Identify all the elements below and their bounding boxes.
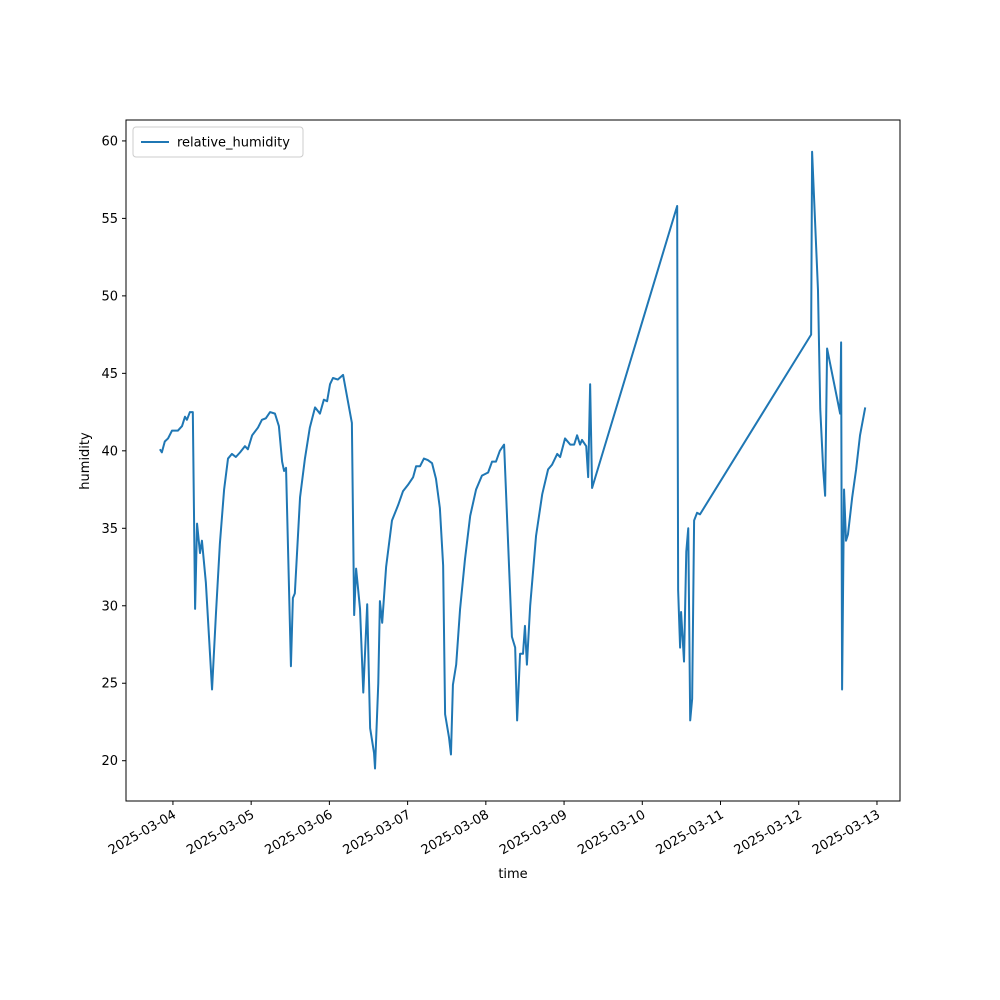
y-axis-label: humidity	[78, 432, 93, 490]
y-tick-label: 50	[101, 289, 118, 304]
y-tick-label: 30	[101, 599, 118, 614]
y-tick-label: 55	[101, 212, 118, 227]
x-tick-label: 2025-03-10	[575, 807, 648, 858]
data-line	[159, 150, 867, 770]
x-tick-label: 2025-03-12	[732, 807, 805, 858]
y-tick-label: 45	[101, 367, 118, 382]
x-axis-label: time	[498, 867, 527, 882]
y-tick-label: 60	[101, 134, 118, 149]
x-tick-label: 2025-03-05	[184, 807, 257, 858]
legend: relative_humidity	[132, 126, 304, 158]
y-tick-label: 20	[101, 754, 118, 769]
legend-box	[132, 126, 304, 158]
x-tick-label: 2025-03-04	[106, 807, 179, 858]
y-tick-label: 35	[101, 522, 118, 537]
plot-frame	[125, 119, 901, 802]
legend-label: relative_humidity	[177, 136, 290, 151]
y-tick-label: 40	[101, 444, 118, 459]
x-tick-label: 2025-03-06	[262, 807, 335, 858]
x-tick-label: 2025-03-09	[497, 807, 570, 858]
x-tick-label: 2025-03-13	[810, 807, 883, 858]
x-tick-label: 2025-03-08	[419, 807, 492, 858]
y-tick-label: 25	[101, 677, 118, 692]
x-tick-label: 2025-03-11	[654, 807, 727, 858]
x-tick-label: 2025-03-07	[341, 807, 414, 858]
